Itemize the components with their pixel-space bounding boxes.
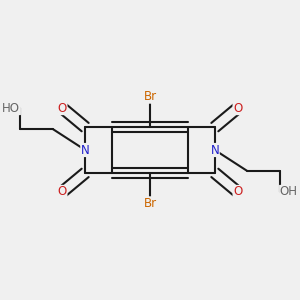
Text: Br: Br bbox=[143, 90, 157, 103]
Text: N: N bbox=[81, 143, 89, 157]
Text: N: N bbox=[211, 143, 219, 157]
Text: O: O bbox=[233, 185, 242, 198]
Text: OH: OH bbox=[280, 185, 298, 198]
Text: HO: HO bbox=[2, 102, 20, 115]
Text: Br: Br bbox=[143, 197, 157, 210]
Text: O: O bbox=[233, 102, 242, 115]
Text: O: O bbox=[58, 102, 67, 115]
Text: O: O bbox=[58, 185, 67, 198]
